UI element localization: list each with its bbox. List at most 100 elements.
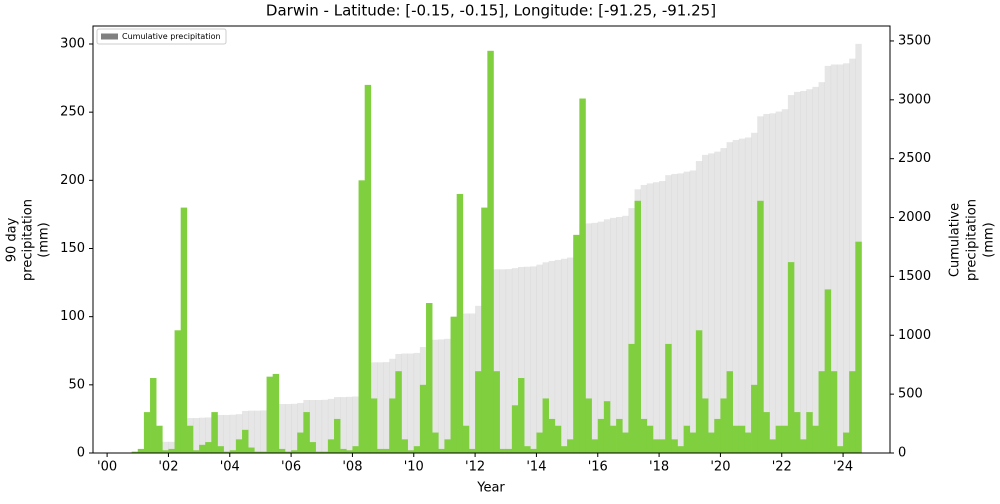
- precip-bar: [205, 442, 212, 453]
- precip-bar: [487, 50, 494, 454]
- precip-bar: [199, 444, 206, 453]
- precip-bar: [622, 432, 629, 453]
- precip-bar: [769, 439, 776, 453]
- cumulative-bar: [689, 170, 697, 453]
- y-tick-label: 250: [60, 105, 85, 120]
- precip-bar: [248, 447, 255, 453]
- y-axis-label: (mm): [37, 222, 52, 257]
- cumulative-bar: [499, 269, 507, 453]
- precip-bar: [438, 448, 445, 453]
- precip-bar: [652, 439, 660, 453]
- legend-swatch: [101, 33, 118, 40]
- precip-bar: [530, 448, 537, 453]
- precip-bar: [849, 371, 856, 453]
- x-tick-label: '10: [404, 460, 424, 475]
- precip-bar: [738, 425, 746, 453]
- precip-bar: [818, 371, 825, 453]
- precip-bar: [628, 343, 635, 453]
- precip-bar: [511, 405, 519, 453]
- y2-axis-label: Cumulative: [948, 203, 963, 277]
- y2-axis-label: (mm): [982, 222, 997, 257]
- cumulative-bar: [677, 173, 684, 454]
- precip-bar: [174, 330, 182, 453]
- cumulative-bar: [493, 269, 500, 453]
- precip-bar: [462, 425, 470, 453]
- cumulative-bar: [229, 414, 237, 453]
- cumulative-bar: [554, 259, 562, 453]
- y-axis-label: precipitation: [21, 199, 36, 281]
- cumulative-bar: [781, 109, 789, 454]
- cumulative-bar: [616, 216, 623, 453]
- cumulative-bar: [585, 223, 592, 453]
- precip-bar: [131, 451, 139, 453]
- cumulative-bar: [843, 63, 850, 453]
- cumulative-bar: [732, 139, 740, 453]
- precip-bar: [346, 450, 353, 453]
- x-tick-label: '00: [97, 460, 117, 475]
- cumulative-bar: [327, 398, 335, 453]
- y2-axis-label: precipitation: [965, 199, 980, 281]
- precip-bar: [334, 418, 341, 453]
- precip-bar: [481, 207, 488, 453]
- precip-bar: [843, 432, 850, 453]
- precip-bar: [143, 412, 151, 453]
- x-tick-label: '20: [710, 460, 730, 475]
- precip-bar: [137, 448, 145, 453]
- cumulative-bar: [738, 138, 746, 453]
- precip-bar: [775, 425, 783, 453]
- cumulative-bar: [168, 441, 175, 453]
- cumulative-bar: [610, 217, 617, 453]
- legend-label: Cumulative precipitation: [122, 32, 221, 41]
- cumulative-bar: [217, 414, 224, 453]
- cumulative-bar: [548, 260, 556, 453]
- cumulative-bar: [702, 154, 709, 453]
- precip-bar: [284, 451, 292, 453]
- precip-bar: [383, 448, 390, 453]
- precip-bar: [456, 193, 464, 453]
- precip-bar: [610, 425, 617, 453]
- precip-bar: [192, 450, 200, 453]
- x-tick-label: '08: [342, 460, 362, 475]
- precip-bar: [432, 432, 439, 453]
- y2-tick-label: 0: [898, 446, 906, 461]
- precip-bar: [389, 398, 396, 453]
- precip-bar: [370, 398, 378, 453]
- precip-bar: [812, 425, 819, 453]
- cumulative-bar: [438, 339, 445, 453]
- precip-bar: [763, 412, 770, 453]
- cumulative-bar: [628, 208, 635, 453]
- precip-bar: [542, 398, 549, 453]
- cumulative-bar: [671, 173, 678, 453]
- cumulative-bar: [524, 266, 531, 453]
- cumulative-bar: [560, 258, 568, 453]
- x-tick-label: '04: [220, 460, 240, 475]
- cumulative-bar: [346, 396, 353, 453]
- x-axis-label: Year: [476, 481, 505, 496]
- cumulative-bar: [763, 113, 770, 453]
- precip-bar: [376, 448, 384, 453]
- cumulative-bar: [542, 262, 549, 453]
- cumulative-bar: [278, 404, 286, 453]
- precip-bar: [315, 451, 323, 453]
- cumulative-bar: [769, 113, 776, 454]
- cumulative-bar: [652, 182, 660, 453]
- cumulative-bar: [836, 64, 844, 454]
- precip-bar: [603, 401, 611, 453]
- precip-bar: [499, 448, 507, 453]
- cumulative-bar: [462, 313, 470, 453]
- cumulative-bar: [695, 161, 703, 454]
- precip-bar: [567, 439, 574, 453]
- cumulative-bar: [726, 142, 733, 453]
- precip-bar: [217, 446, 224, 453]
- precip-bar: [223, 451, 231, 453]
- cumulative-bar: [530, 266, 537, 453]
- precip-bar: [468, 448, 476, 453]
- cumulative-bar: [849, 58, 856, 454]
- cumulative-bar: [830, 64, 838, 454]
- cumulative-bar: [806, 89, 813, 453]
- cumulative-bar: [205, 417, 212, 453]
- precip-bar: [591, 439, 599, 453]
- cumulative-bar: [591, 222, 599, 453]
- precip-bar: [714, 418, 721, 453]
